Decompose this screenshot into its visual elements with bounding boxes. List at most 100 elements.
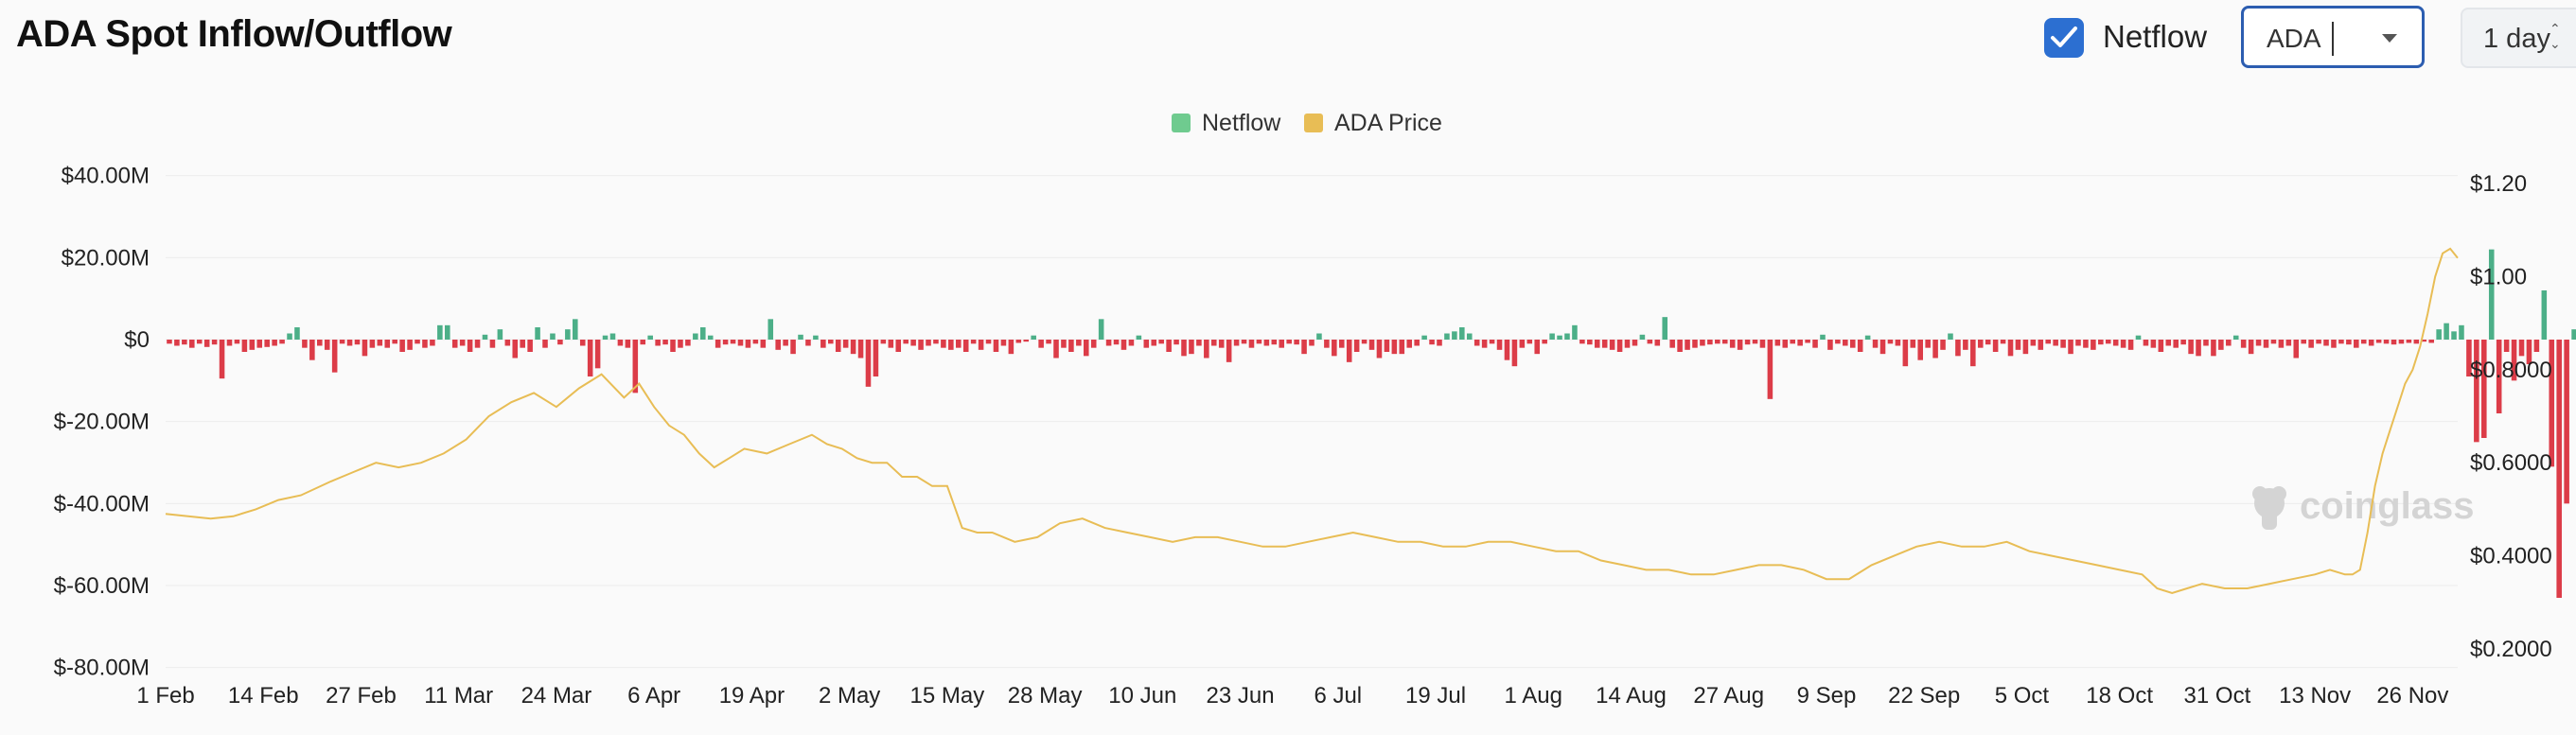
netflow-bar[interactable]: [1774, 340, 1781, 346]
netflow-bar[interactable]: [2301, 340, 2306, 344]
netflow-bar[interactable]: [2112, 340, 2119, 346]
netflow-bar[interactable]: [1677, 340, 1683, 352]
netflow-bar[interactable]: [467, 340, 473, 352]
netflow-bar[interactable]: [1526, 340, 1533, 344]
netflow-bar[interactable]: [1301, 340, 1307, 355]
netflow-bar[interactable]: [752, 340, 759, 344]
netflow-bar[interactable]: [2015, 340, 2021, 350]
netflow-bar[interactable]: [1654, 340, 1661, 346]
netflow-bar[interactable]: [1113, 340, 1120, 345]
netflow-bar[interactable]: [926, 340, 931, 346]
netflow-bar[interactable]: [632, 340, 639, 394]
netflow-bar[interactable]: [873, 340, 879, 376]
netflow-bar[interactable]: [1136, 335, 1142, 340]
netflow-bar[interactable]: [970, 340, 977, 344]
netflow-bar[interactable]: [1346, 340, 1352, 362]
netflow-bar[interactable]: [933, 340, 939, 344]
netflow-bar[interactable]: [1233, 340, 1240, 346]
netflow-bar[interactable]: [2368, 340, 2374, 346]
netflow-bar[interactable]: [1279, 340, 1285, 348]
netflow-bar[interactable]: [1864, 335, 1871, 340]
netflow-bar[interactable]: [1128, 340, 1135, 346]
netflow-bar[interactable]: [1361, 340, 1367, 344]
netflow-bar[interactable]: [2075, 340, 2081, 346]
netflow-bar[interactable]: [1534, 340, 1541, 355]
netflow-bar[interactable]: [617, 340, 624, 346]
netflow-bar[interactable]: [918, 340, 924, 350]
netflow-bar[interactable]: [550, 333, 556, 341]
netflow-bar[interactable]: [2413, 340, 2420, 344]
netflow-bar[interactable]: [1843, 340, 1848, 346]
netflow-bar[interactable]: [1353, 340, 1360, 352]
netflow-bar[interactable]: [2045, 340, 2051, 344]
netflow-bar[interactable]: [1662, 317, 1668, 340]
netflow-bar[interactable]: [2022, 340, 2029, 355]
netflow-bar[interactable]: [1098, 319, 1104, 340]
netflow-bar[interactable]: [903, 340, 909, 344]
netflow-bar[interactable]: [2346, 340, 2352, 345]
netflow-bar[interactable]: [2270, 340, 2277, 344]
netflow-bar[interactable]: [1452, 331, 1457, 340]
netflow-bar[interactable]: [1226, 340, 1232, 362]
netflow-bar[interactable]: [700, 327, 706, 340]
netflow-bar[interactable]: [2354, 340, 2359, 348]
netflow-bar[interactable]: [1061, 340, 1067, 348]
netflow-bar[interactable]: [520, 340, 525, 348]
netflow-bar[interactable]: [1391, 340, 1398, 355]
netflow-bar[interactable]: [693, 333, 698, 341]
netflow-bar[interactable]: [542, 340, 548, 348]
netflow-bar[interactable]: [1015, 340, 1022, 343]
netflow-bar[interactable]: [1812, 340, 1818, 348]
netflow-bar[interactable]: [1046, 340, 1051, 344]
netflow-bar[interactable]: [1271, 340, 1278, 345]
netflow-bar[interactable]: [219, 340, 225, 379]
netflow-bar[interactable]: [865, 340, 872, 387]
netflow-bar[interactable]: [1970, 340, 1976, 367]
netflow-bar[interactable]: [715, 340, 721, 348]
netflow-bar[interactable]: [294, 327, 300, 340]
netflow-bar[interactable]: [309, 340, 315, 360]
netflow-bar[interactable]: [1782, 340, 1789, 348]
netflow-bar[interactable]: [1008, 340, 1015, 355]
netflow-bar[interactable]: [880, 340, 887, 344]
netflow-bar[interactable]: [512, 340, 519, 359]
netflow-bar[interactable]: [2196, 340, 2201, 357]
netflow-bar[interactable]: [573, 319, 578, 340]
netflow-bar[interactable]: [1368, 340, 1375, 350]
netflow-bar[interactable]: [609, 333, 616, 341]
netflow-bar[interactable]: [1324, 340, 1330, 348]
netflow-bar[interactable]: [783, 340, 788, 346]
netflow-bar[interactable]: [2105, 340, 2111, 344]
netflow-bar[interactable]: [910, 340, 916, 346]
netflow-bar[interactable]: [565, 329, 571, 340]
netflow-bar[interactable]: [1737, 340, 1743, 350]
netflow-bar[interactable]: [1204, 340, 1209, 359]
netflow-bar[interactable]: [685, 340, 691, 346]
netflow-bar[interactable]: [1721, 340, 1728, 344]
netflow-bar[interactable]: [422, 340, 428, 348]
netflow-bar[interactable]: [2481, 340, 2487, 438]
netflow-bar[interactable]: [2255, 340, 2262, 346]
netflow-bar[interactable]: [1120, 340, 1127, 350]
netflow-bar[interactable]: [407, 340, 413, 350]
netflow-bar[interactable]: [1624, 340, 1631, 348]
netflow-bar[interactable]: [445, 324, 450, 340]
netflow-bar[interactable]: [1406, 340, 1413, 348]
netflow-bar[interactable]: [1557, 335, 1562, 340]
netflow-bar[interactable]: [1669, 340, 1675, 348]
netflow-bar[interactable]: [1744, 340, 1751, 345]
netflow-bar[interactable]: [1105, 340, 1112, 346]
netflow-bar[interactable]: [625, 340, 631, 348]
netflow-bar[interactable]: [2466, 340, 2472, 376]
netflow-bar[interactable]: [722, 340, 729, 345]
netflow-bar[interactable]: [760, 340, 767, 348]
netflow-bar[interactable]: [331, 340, 338, 373]
netflow-bar[interactable]: [1038, 340, 1044, 348]
netflow-bar[interactable]: [2421, 340, 2427, 342]
netflow-bar[interactable]: [1910, 340, 1916, 348]
netflow-bar[interactable]: [1572, 324, 1578, 340]
netflow-bar[interactable]: [828, 340, 834, 344]
netflow-bar[interactable]: [941, 340, 946, 348]
netflow-bar[interactable]: [1286, 340, 1292, 344]
netflow-bar[interactable]: [339, 340, 345, 344]
